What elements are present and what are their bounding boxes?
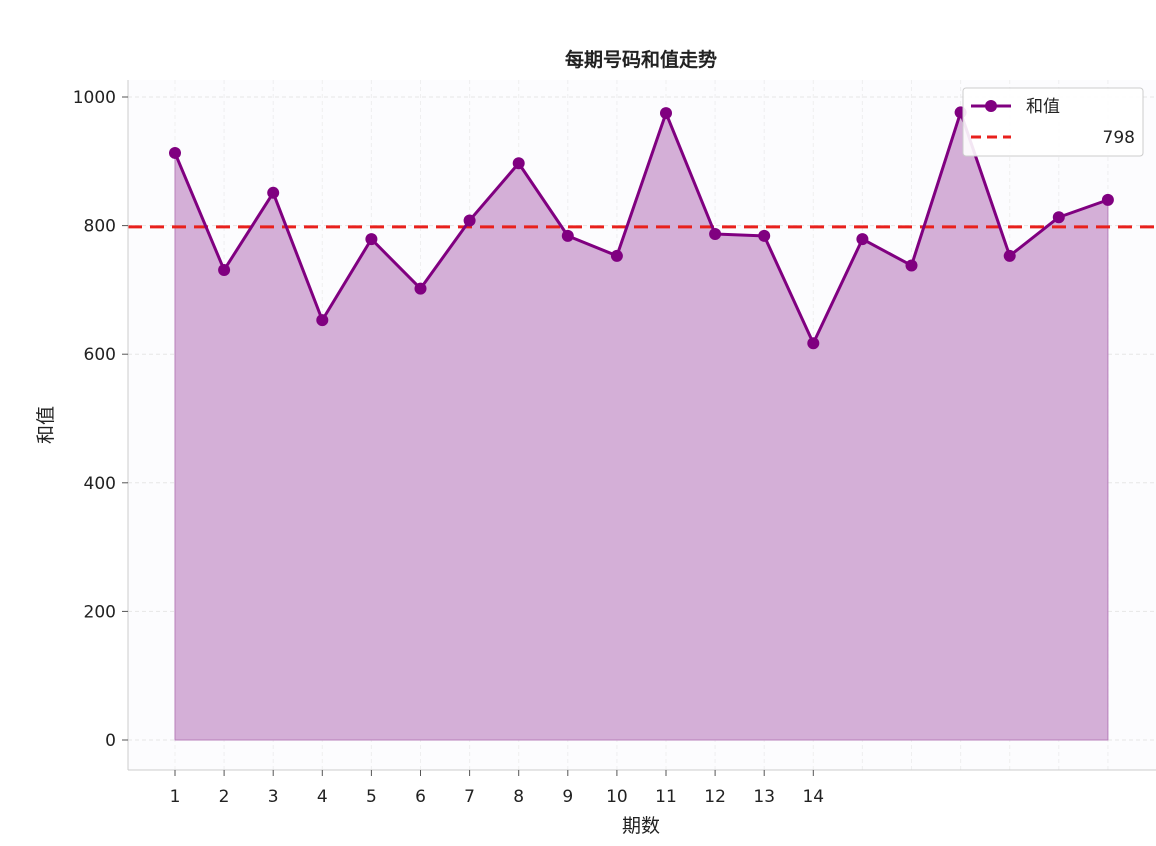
data-point: [365, 233, 378, 246]
y-tick-labels: 0 200 400 600 800 1000: [73, 88, 128, 751]
data-point: [758, 229, 771, 242]
x-tick-label: 2: [219, 787, 230, 807]
data-point: [169, 146, 181, 159]
y-tick-label: 200: [84, 602, 116, 622]
data-point: [1052, 211, 1065, 224]
data-point: [414, 282, 427, 295]
x-tick-label: 14: [802, 787, 824, 807]
x-axis-label: 期数: [622, 815, 660, 837]
data-point: [905, 259, 918, 272]
data-point: [807, 337, 820, 350]
x-tick-label: 1: [170, 787, 181, 807]
x-tick-label: 13: [753, 787, 775, 807]
data-point: [463, 214, 476, 227]
x-tick-label: 12: [704, 787, 726, 807]
y-tick-label: 600: [84, 345, 116, 365]
x-tick-label: 6: [415, 787, 426, 807]
data-point: [512, 157, 525, 170]
data-point: [610, 249, 623, 262]
legend: 和值 798: [962, 87, 1144, 157]
series-line-group: [173, 110, 1109, 345]
x-tick-label: 11: [655, 787, 677, 807]
y-tick-label: 400: [84, 474, 116, 494]
x-tick-label: 7: [464, 787, 475, 807]
y-tick-label: 0: [105, 731, 116, 751]
y-tick-label: 800: [84, 217, 116, 237]
x-tick-labels: 1 2 3 4 5 6 7 8 9 10 11 12 13 14: [170, 770, 824, 807]
data-point: [316, 314, 329, 327]
x-tick-label: 3: [268, 787, 279, 807]
data-point: [218, 263, 231, 276]
data-point: [709, 227, 722, 240]
x-tick-label: 8: [513, 787, 524, 807]
legend-series-label: 和值: [1026, 97, 1060, 117]
chart-title: 每期号码和值走势: [565, 48, 717, 71]
legend-mean-label: 798: [1103, 128, 1135, 148]
data-point: [1101, 193, 1114, 206]
data-point: [1003, 249, 1016, 262]
data-point: [856, 233, 869, 246]
data-point: [561, 229, 574, 242]
series-line: [173, 110, 1109, 345]
legend-series-marker: [985, 100, 997, 112]
y-axis-label: 和值: [35, 406, 57, 444]
x-tick-label: 5: [366, 787, 377, 807]
x-tick-label: 9: [562, 787, 573, 807]
x-tick-label: 10: [606, 787, 628, 807]
y-tick-label: 1000: [73, 88, 116, 108]
data-point: [267, 186, 280, 199]
x-tick-label: 4: [317, 787, 328, 807]
data-point: [660, 107, 672, 120]
